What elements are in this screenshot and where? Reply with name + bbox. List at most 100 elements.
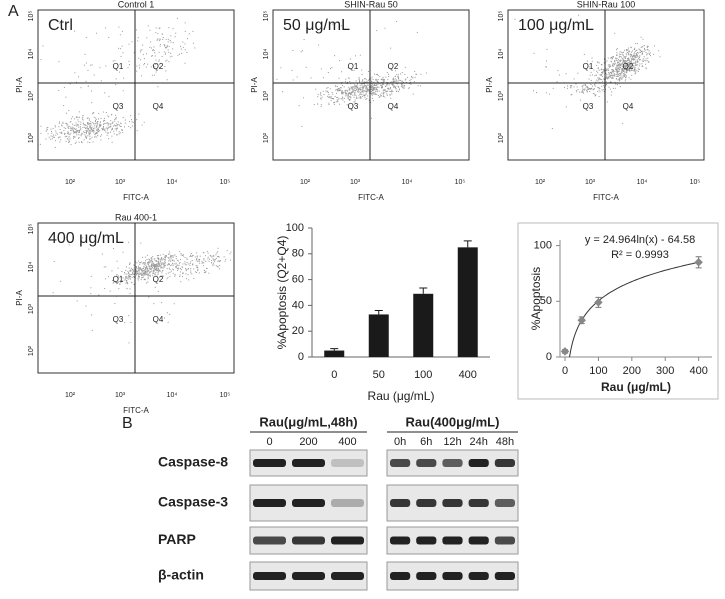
event-dot [130,115,132,117]
event-dot [136,265,138,267]
event-dot [96,133,98,135]
event-dot [196,258,198,260]
event-dot [382,81,384,83]
event-dot [87,117,89,119]
event-dot [93,112,95,114]
x-tick-label: 10² [65,392,76,399]
event-dot [380,94,382,96]
event-dot [291,69,293,71]
event-dot [201,262,203,264]
event-dot [51,138,53,140]
event-dot [387,79,389,81]
event-dot [212,262,214,264]
event-dot [86,130,88,132]
event-dot [397,76,399,78]
event-dot [107,115,109,117]
event-dot [54,146,56,148]
event-dot [317,96,319,98]
event-dot [347,97,349,99]
event-dot [128,60,130,62]
blot-band [442,536,463,545]
event-dot [611,57,613,59]
event-dot [624,65,626,67]
event-dot [143,278,145,280]
event-dot [363,85,365,87]
event-dot [620,64,622,66]
event-dot [173,260,175,262]
event-dot [616,68,618,70]
event-dot [382,96,384,98]
event-dot [395,90,397,92]
event-dot [632,65,634,67]
event-dot [169,56,171,58]
event-dot [105,27,107,29]
event-dot [370,86,372,88]
event-dot [211,256,213,258]
event-dot [610,94,612,96]
point [560,347,570,356]
event-dot [131,121,133,123]
event-dot [58,22,60,24]
event-dot [104,287,106,289]
event-dot [145,273,147,275]
event-dot [90,128,92,130]
event-dot [368,86,370,88]
event-dot [376,84,378,86]
event-dot [630,60,632,62]
event-dot [174,274,176,276]
event-dot [396,20,398,22]
event-dot [105,266,107,268]
x-tick-label: 10² [300,179,311,186]
event-dot [402,83,404,85]
event-dot [620,75,622,77]
event-dot [358,77,360,79]
event-dot [619,66,621,68]
event-dot [360,97,362,99]
event-dot [169,271,171,273]
event-dot [628,69,630,71]
event-dot [630,47,632,49]
event-dot [79,116,81,118]
event-dot [135,269,137,271]
event-dot [619,65,621,67]
event-dot [102,126,104,128]
event-dot [89,132,91,134]
event-dot [617,61,619,63]
group-title: Rau(μg/mL,48h) [259,414,357,429]
event-dot [610,57,612,59]
event-dot [619,77,621,79]
event-dot [61,125,63,127]
event-dot [586,60,588,62]
event-dot [373,89,375,91]
event-dot [157,272,159,274]
event-dot [78,121,80,123]
event-dot [157,274,159,276]
event-dot [340,87,342,89]
event-dot [225,258,227,260]
event-dot [80,127,82,129]
event-dot [594,75,596,77]
event-dot [375,88,377,90]
event-dot [100,124,102,126]
y-axis-label: PI-A [15,290,24,306]
event-dot [159,269,161,271]
event-dot [608,86,610,88]
event-dot [589,74,591,76]
event-dot [135,29,137,31]
event-dot [627,58,629,60]
event-dot [161,267,163,269]
event-dot [625,65,627,67]
event-dot [120,275,122,277]
event-dot [383,78,385,80]
event-dot [322,77,324,79]
event-dot [611,81,613,83]
event-dot [648,61,650,63]
event-dot [364,97,366,99]
event-dot [129,264,131,266]
event-dot [138,277,140,279]
event-dot [127,283,129,285]
event-dot [69,129,71,131]
event-dot [163,258,165,260]
event-dot [616,48,618,50]
event-dot [623,56,625,58]
